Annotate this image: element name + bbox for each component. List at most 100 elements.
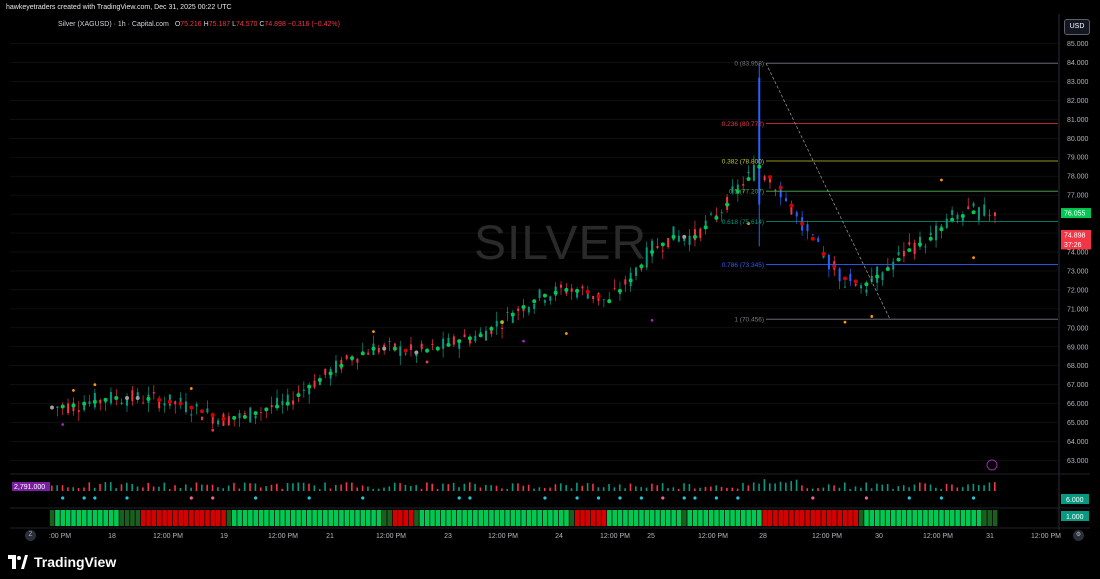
histogram-bar bbox=[446, 510, 451, 526]
histogram-bar bbox=[360, 510, 366, 526]
event-dot bbox=[61, 496, 65, 500]
low-label: L bbox=[232, 21, 236, 28]
volume-bar bbox=[886, 483, 889, 491]
candle-body bbox=[902, 250, 905, 257]
histogram-bar bbox=[923, 510, 928, 526]
candle-body bbox=[645, 247, 648, 268]
volume-bar bbox=[458, 487, 460, 491]
histogram-bar bbox=[499, 510, 505, 526]
histogram-bar bbox=[226, 510, 232, 526]
candle-body bbox=[99, 400, 102, 404]
candle-body bbox=[313, 380, 316, 388]
trend-dot bbox=[189, 405, 194, 410]
histogram-bar bbox=[858, 510, 864, 526]
candle-body bbox=[704, 220, 707, 228]
histogram-bar bbox=[757, 510, 762, 526]
candle-body bbox=[452, 336, 455, 345]
histogram-bar bbox=[890, 510, 896, 526]
signal-dot bbox=[425, 360, 429, 364]
candle-body bbox=[967, 206, 970, 210]
candle-body bbox=[640, 268, 643, 270]
candle-body bbox=[67, 403, 70, 414]
volume-bar bbox=[752, 482, 755, 491]
x-tick-label: 23 bbox=[444, 533, 452, 540]
signal-dot bbox=[72, 388, 75, 392]
event-dot bbox=[618, 496, 622, 500]
histogram-bar bbox=[381, 510, 387, 526]
volume-bar bbox=[688, 484, 691, 491]
histogram-bar bbox=[505, 510, 510, 526]
candle-body bbox=[527, 307, 530, 313]
histogram-bar bbox=[730, 510, 735, 526]
histogram-bar bbox=[687, 510, 692, 526]
histogram-bar bbox=[778, 510, 784, 526]
trend-dot bbox=[167, 399, 172, 404]
trend-dot bbox=[671, 234, 676, 239]
candle-body bbox=[720, 212, 723, 214]
volume-bar bbox=[436, 488, 439, 491]
x-tick-label: :00 PM bbox=[49, 533, 71, 540]
histogram-bar bbox=[971, 510, 976, 526]
histogram-bar bbox=[398, 510, 403, 526]
histogram-bar bbox=[119, 510, 125, 526]
volume-bar bbox=[211, 484, 214, 491]
volume-bar bbox=[833, 485, 835, 491]
x-tick-label: 12:00 PM bbox=[376, 533, 406, 540]
histogram-bar bbox=[280, 510, 285, 526]
volume-bar bbox=[763, 479, 766, 491]
histogram-bar bbox=[580, 510, 585, 526]
volume-bar bbox=[640, 487, 642, 491]
y-tick-label: 83.000 bbox=[1067, 79, 1089, 86]
change-value: −0.316 (−0.42%) bbox=[287, 21, 340, 28]
candle-body bbox=[195, 403, 198, 407]
candle-body bbox=[688, 235, 691, 245]
histogram-bar bbox=[296, 510, 301, 526]
volume-bar bbox=[329, 488, 332, 491]
signal-dot bbox=[93, 383, 97, 387]
trend-dot bbox=[596, 294, 601, 299]
settings-icon[interactable]: ⚙ bbox=[1073, 530, 1084, 541]
trend-dot bbox=[939, 227, 944, 232]
volume-bar bbox=[249, 483, 251, 491]
histogram-bar bbox=[532, 510, 537, 526]
volume-bar bbox=[935, 487, 937, 491]
volume-bar bbox=[356, 487, 359, 491]
histogram-bar bbox=[746, 510, 751, 526]
candle-body bbox=[506, 312, 509, 313]
price-label-box bbox=[1061, 239, 1091, 250]
event-dot bbox=[811, 496, 815, 500]
price-chart[interactable]: 85.000 84.000 83.000 82.000 81.000 80.000 79.0… bbox=[0, 0, 1100, 546]
currency-button[interactable]: USD bbox=[1064, 19, 1090, 35]
zoom-reset-icon[interactable]: Z bbox=[25, 530, 36, 541]
volume-bar bbox=[581, 485, 584, 491]
volume-bar bbox=[51, 485, 53, 491]
trend-dot bbox=[928, 236, 933, 241]
trend-dot bbox=[617, 288, 622, 293]
histogram-bar bbox=[494, 510, 500, 526]
histogram-bar bbox=[317, 510, 323, 526]
volume-bar bbox=[811, 488, 814, 491]
volume-bar bbox=[104, 482, 107, 491]
histogram-bar bbox=[799, 510, 805, 526]
volume-bar bbox=[865, 482, 868, 491]
candle-body bbox=[817, 238, 820, 242]
histogram-bar bbox=[805, 510, 810, 526]
volume-bar bbox=[538, 487, 541, 491]
volume-bar bbox=[131, 483, 133, 491]
volume-bar bbox=[184, 484, 187, 491]
candle-body bbox=[399, 346, 402, 356]
volume-bar bbox=[779, 481, 782, 491]
candle-body bbox=[88, 401, 91, 405]
volume-bar bbox=[83, 487, 85, 491]
histogram-bar bbox=[81, 510, 87, 526]
volume-bar bbox=[876, 483, 878, 491]
candle-body bbox=[988, 215, 991, 217]
candle-body bbox=[468, 338, 471, 344]
tradingview-logo-icon bbox=[8, 555, 28, 569]
candle-body bbox=[136, 392, 139, 400]
candle-body bbox=[302, 389, 305, 391]
volume-bar bbox=[736, 488, 739, 491]
candle-body bbox=[860, 285, 863, 289]
volume-bar bbox=[726, 487, 728, 491]
y-tick-label: 71.000 bbox=[1067, 306, 1089, 313]
